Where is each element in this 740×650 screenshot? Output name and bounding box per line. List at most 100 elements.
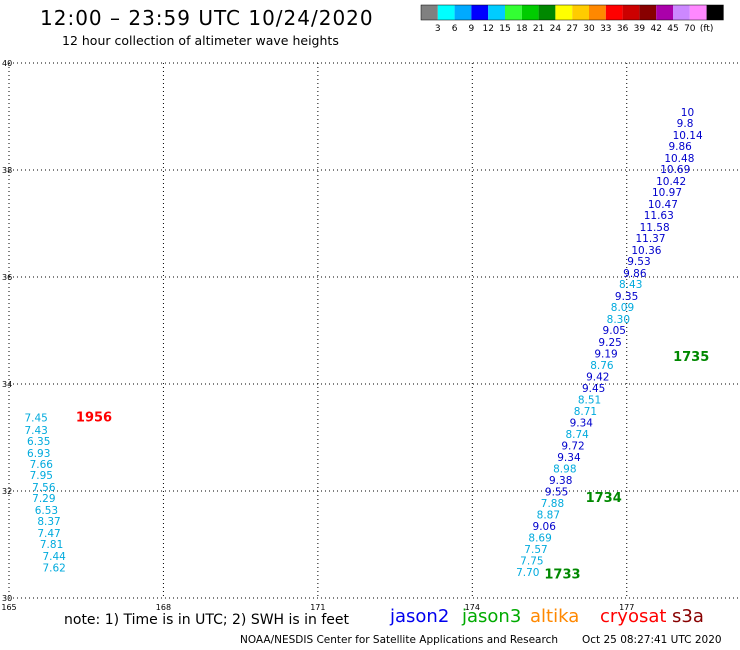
- swh-value-label: 6.93: [27, 448, 50, 460]
- chart-title: 12:00 – 23:59 UTC 10/24/2020: [40, 6, 374, 30]
- y-tick-label: 34: [2, 380, 12, 389]
- swh-value-label: 10.97: [652, 187, 682, 199]
- swh-value-label: 9.34: [570, 417, 594, 429]
- swh-value-label: 9.86: [623, 268, 647, 280]
- swh-value-label: 7.44: [42, 551, 66, 563]
- y-tick-label: 30: [2, 594, 12, 603]
- swh-value-label: 7.70: [516, 567, 539, 579]
- swh-value-label: 9.25: [598, 337, 621, 349]
- swh-value-label: 7.57: [524, 544, 547, 556]
- colorbar-label: 15: [499, 24, 510, 34]
- swh-value-label: 9.19: [594, 348, 617, 360]
- pass-time-label: 1956: [76, 410, 112, 425]
- legend-altika: altika: [530, 606, 580, 627]
- swh-value-label: 8.30: [607, 314, 630, 326]
- x-tick-label: 171: [310, 603, 325, 612]
- colorbar-label: 12: [482, 24, 493, 34]
- swh-value-label: 8.87: [537, 509, 560, 521]
- swh-value-label: 8.71: [574, 406, 597, 418]
- colorbar-label: 18: [516, 24, 528, 34]
- colorbar-label: 30: [583, 24, 595, 34]
- swh-value-label: 11.37: [635, 233, 665, 245]
- colorbar-label: 3: [435, 24, 441, 34]
- swh-value-label: 8.09: [611, 302, 634, 314]
- colorbar-swatch: [589, 5, 606, 20]
- pass-time-label: 1734: [586, 491, 622, 506]
- colorbar-swatch: [488, 5, 505, 20]
- colorbar-label: (ft): [700, 24, 714, 34]
- swh-value-label: 10: [681, 107, 694, 119]
- swh-value-label: 7.66: [30, 459, 54, 471]
- swh-value-label: 9.72: [561, 440, 584, 452]
- colorbar-label: 21: [533, 24, 544, 34]
- colorbar-label: 45: [667, 24, 678, 34]
- colorbar-label: 27: [566, 24, 577, 34]
- swh-value-label: 8.51: [578, 394, 601, 406]
- swh-value-label: 7.88: [541, 498, 564, 510]
- colorbar-swatch: [639, 5, 657, 20]
- colorbar-label: 24: [550, 24, 562, 34]
- swh-value-label: 8.37: [37, 516, 60, 528]
- swh-value-label: 7.45: [24, 412, 47, 424]
- colorbar-swatch: [521, 5, 539, 20]
- swh-value-label: 6.35: [27, 436, 50, 448]
- colorbar-swatch: [454, 5, 472, 20]
- colorbar-label: 70: [684, 24, 696, 34]
- colorbar-swatch: [605, 5, 623, 20]
- colorbar-swatch: [437, 5, 455, 20]
- swh-value-label: 10.36: [631, 245, 661, 257]
- swh-value-label: 11.58: [640, 222, 670, 234]
- x-tick-label: 168: [156, 603, 171, 612]
- colorbar-label: 6: [452, 24, 458, 34]
- color-scale-legend: 3 6 9 12 15 18 21 24 27 30 33 36 39 42 45 70 (ft): [420, 4, 724, 34]
- swh-value-label: 6.53: [35, 505, 58, 517]
- swh-value-label: 8.43: [619, 279, 642, 291]
- colorbar-label: 9: [469, 24, 475, 34]
- legend-jason2: jason2: [390, 606, 450, 627]
- colorbar-swatch: [572, 5, 589, 20]
- legend-s3a: s3a: [672, 606, 704, 627]
- swh-value-label: 7.95: [30, 470, 53, 482]
- swh-value-label: 7.81: [40, 539, 63, 551]
- colorbar-swatch: [622, 5, 640, 20]
- swh-value-label: 7.75: [520, 555, 543, 567]
- swh-value-label: 10.48: [664, 153, 694, 165]
- colorbar-swatch: [555, 5, 573, 20]
- swh-value-label: 7.43: [24, 425, 47, 437]
- colorbar-swatch: [689, 5, 707, 20]
- footer-credit: NOAA/NESDIS Center for Satellite Applica…: [240, 634, 558, 646]
- legend-cryosat: cryosat: [600, 606, 667, 627]
- y-tick-label: 36: [2, 273, 12, 282]
- swh-value-label: 10.69: [660, 164, 690, 176]
- swh-value-label: 7.29: [32, 493, 55, 505]
- y-tick-label: 40: [2, 59, 12, 68]
- x-tick-label: 165: [1, 603, 16, 612]
- swh-value-label: 9.55: [545, 486, 568, 498]
- x-tick-label: 174: [465, 603, 480, 612]
- swh-value-label: 7.62: [42, 562, 65, 574]
- swh-value-label: 9.86: [668, 141, 692, 153]
- y-tick-label: 38: [2, 166, 12, 175]
- swh-value-label: 9.42: [586, 371, 609, 383]
- colorbar-swatch: [471, 5, 489, 20]
- swh-value-label: 11.63: [644, 210, 674, 222]
- swh-value-label: 8.98: [553, 463, 576, 475]
- swh-value-label: 7.47: [37, 528, 60, 540]
- pass-time-label: 1735: [673, 350, 709, 365]
- units-note: note: 1) Time is in UTC; 2) SWH is in fe…: [64, 612, 350, 628]
- colorbar-swatch: [673, 5, 690, 20]
- swh-value-label: 8.76: [590, 360, 614, 372]
- swh-value-label: 7.56: [32, 482, 56, 494]
- swh-value-label: 9.05: [603, 325, 626, 337]
- pass-time-label: 1733: [544, 568, 580, 583]
- y-tick-label: 32: [2, 487, 12, 496]
- colorbar-label: 36: [617, 24, 629, 34]
- swh-value-label: 8.69: [528, 532, 551, 544]
- swh-value-label: 9.06: [533, 521, 557, 533]
- chart-subtitle: 12 hour collection of altimeter wave hei…: [62, 33, 339, 48]
- swh-value-label: 9.34: [557, 452, 581, 464]
- swh-value-label: 10.14: [673, 130, 703, 142]
- swh-value-label: 10.47: [648, 199, 678, 211]
- colorbar-swatch: [538, 5, 556, 20]
- colorbar-swatch: [421, 5, 438, 20]
